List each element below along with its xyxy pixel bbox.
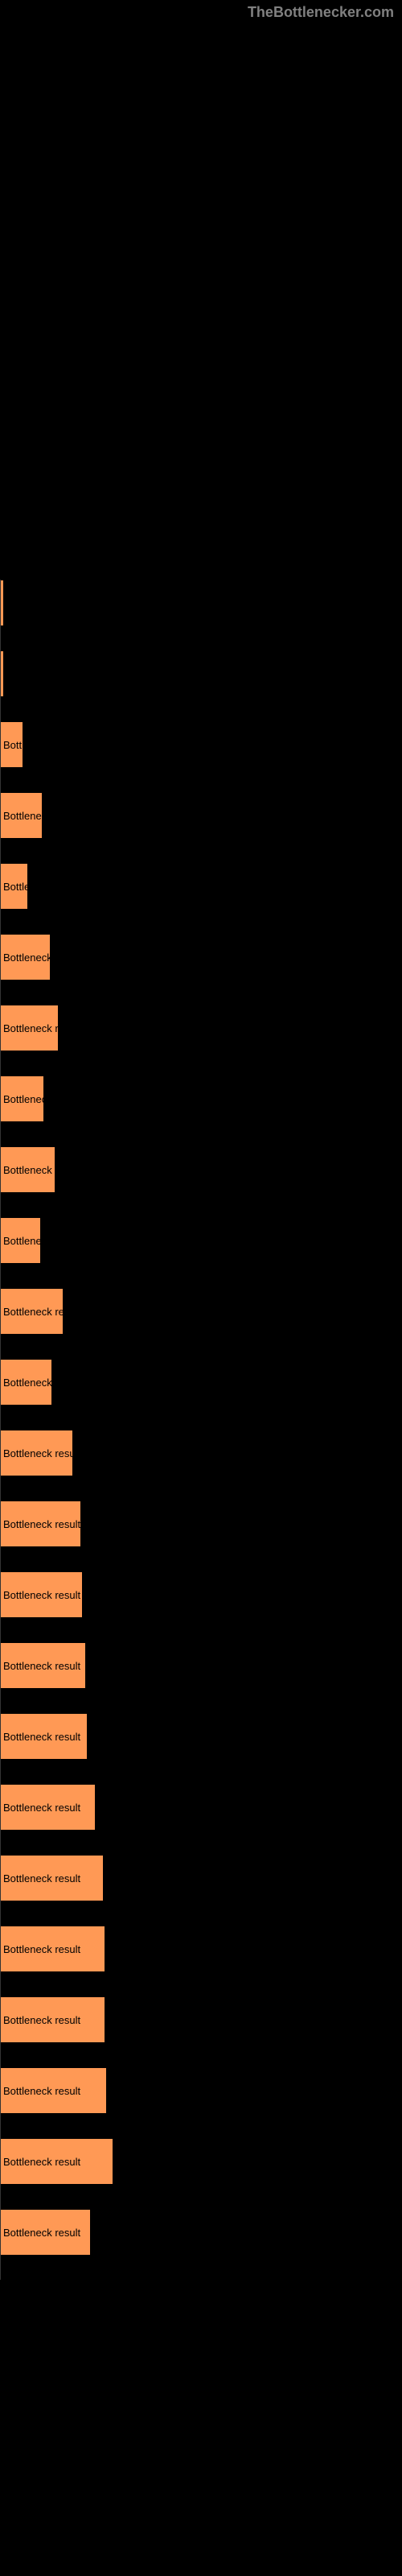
bar-label: Bottleneck result bbox=[3, 2227, 80, 2239]
bar-row: Bottleneck result bbox=[0, 1713, 402, 1760]
bar: Bottleneck result bbox=[0, 1572, 82, 1617]
bar-row bbox=[0, 580, 402, 626]
bar: Bottler bbox=[0, 864, 27, 909]
bar: Bottleneck result bbox=[0, 1714, 87, 1759]
bar: Bottleneck res bbox=[0, 1005, 58, 1051]
bar-label: Bottleneck result bbox=[3, 1731, 80, 1743]
bar-row: Bottleneck bbox=[0, 792, 402, 839]
bar: Bottleneck result bbox=[0, 1430, 72, 1476]
bar-label: Bottleneck resu bbox=[3, 1306, 63, 1318]
bar-row: Bottleneck res bbox=[0, 1005, 402, 1051]
bar-row: Bottleneck result bbox=[0, 2138, 402, 2185]
bar-row: Bottlenec bbox=[0, 1217, 402, 1264]
bar-row: Bottleneck result bbox=[0, 1501, 402, 1547]
bar-row: Bottleneck resu bbox=[0, 1288, 402, 1335]
bar-label: Bottleneck result bbox=[3, 1518, 80, 1530]
bar: Bottleneck result bbox=[0, 1856, 103, 1901]
bar-label: Bottleneck bbox=[3, 1093, 43, 1105]
bar-label: Bottleneck result bbox=[3, 1943, 80, 1955]
bar-row: Bottleneck result bbox=[0, 1996, 402, 2043]
bar: Bottleneck result bbox=[0, 1785, 95, 1830]
bar-row: Bottler bbox=[0, 863, 402, 910]
bar-row: Bottleneck re bbox=[0, 1146, 402, 1193]
bar-label: Bottl bbox=[3, 739, 23, 751]
bar: Bottleneck r bbox=[0, 1360, 51, 1405]
bar-row bbox=[0, 650, 402, 697]
bar: Bottleneck result bbox=[0, 2068, 106, 2113]
bar-label: Bottleneck res bbox=[3, 1022, 58, 1034]
bar: Bottleneck result bbox=[0, 1501, 80, 1546]
bar-label: Bottleneck result bbox=[3, 1802, 80, 1814]
bar-label: Bottleneck re bbox=[3, 1164, 55, 1176]
bar-row: Bottleneck result bbox=[0, 1642, 402, 1689]
bar-label: Bottleneck result bbox=[3, 2156, 80, 2168]
bar: Bottl bbox=[0, 722, 23, 767]
bars-container: Bottl Bottleneck Bottler Bottleneck r Bottle… bbox=[0, 580, 402, 2256]
bar: Bottlenec bbox=[0, 1218, 40, 1263]
bar: Bottleneck re bbox=[0, 1147, 55, 1192]
bar-row: Bottleneck r bbox=[0, 1359, 402, 1406]
bar-label: Bottleneck result bbox=[3, 1872, 80, 1885]
bar-label: Bottleneck result bbox=[3, 2085, 80, 2097]
bar: Bottleneck result bbox=[0, 1926, 105, 1971]
bar: Bottleneck r bbox=[0, 935, 50, 980]
bar-row: Bottleneck result bbox=[0, 2209, 402, 2256]
bar: Bottleneck bbox=[0, 793, 42, 838]
bar-row: Bottleneck result bbox=[0, 1571, 402, 1618]
bar-row: Bottleneck r bbox=[0, 934, 402, 980]
bar-label: Bottlenec bbox=[3, 1235, 40, 1247]
bar-label: Bottleneck result bbox=[3, 2014, 80, 2026]
bar: Bottleneck result bbox=[0, 1997, 105, 2042]
bar: Bottleneck result bbox=[0, 2210, 90, 2255]
bar: Bottleneck bbox=[0, 1076, 43, 1121]
bar-row: Bottleneck result bbox=[0, 2067, 402, 2114]
bar-label: Bottleneck result bbox=[3, 1660, 80, 1672]
bar: Bottleneck result bbox=[0, 2139, 113, 2184]
bar-label: Bottleneck r bbox=[3, 1377, 51, 1389]
bar-row: Bottleneck result bbox=[0, 1784, 402, 1831]
bar-label: Bottleneck result bbox=[3, 1447, 72, 1459]
bar-label: Bottleneck bbox=[3, 810, 42, 822]
bar-label: Bottleneck r bbox=[3, 952, 50, 964]
bar-row: Bottl bbox=[0, 721, 402, 768]
y-axis bbox=[0, 580, 1, 2280]
bar-row: Bottleneck result bbox=[0, 1430, 402, 1476]
bar-row: Bottleneck result bbox=[0, 1926, 402, 1972]
bar: Bottleneck result bbox=[0, 1643, 85, 1688]
bar-row: Bottleneck bbox=[0, 1075, 402, 1122]
bar-label: Bottler bbox=[3, 881, 27, 893]
bar-row: Bottleneck result bbox=[0, 1855, 402, 1901]
bar: Bottleneck resu bbox=[0, 1289, 63, 1334]
chart-area: Bottl Bottleneck Bottler Bottleneck r Bottle… bbox=[0, 0, 402, 2312]
bar-label: Bottleneck result bbox=[3, 1589, 80, 1601]
